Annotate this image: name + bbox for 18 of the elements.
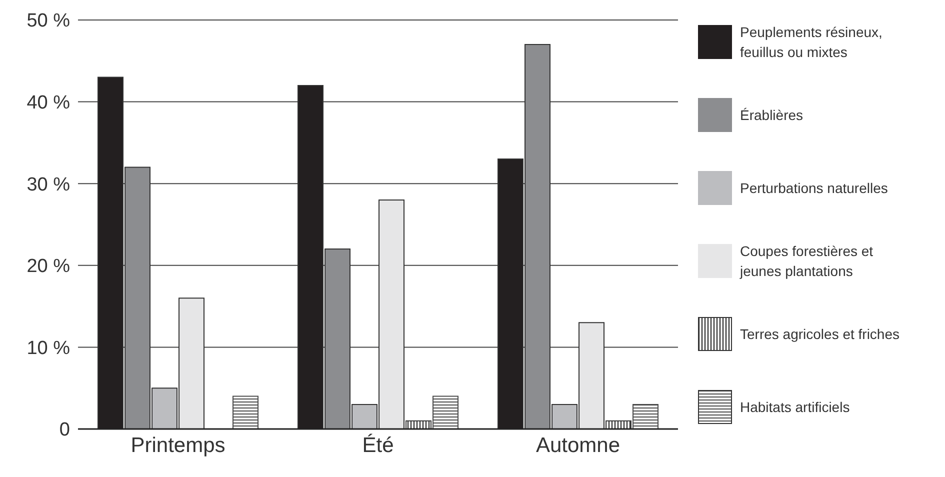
legend-label: Coupes forestières et jeunes plantations [740, 242, 874, 281]
bar [632, 404, 658, 429]
legend-label: Perturbations naturelles [740, 179, 889, 198]
legend-label: Terres agricoles et friches [740, 325, 901, 344]
x-tick-label: Automne [536, 434, 620, 457]
y-tick-label: 20 % [26, 256, 70, 278]
y-tick-label: 30 % [26, 174, 70, 196]
y-tick-label: 0 [59, 420, 70, 441]
x-tick-label: Printemps [130, 434, 226, 457]
legend-label: Habitats artificiels [740, 398, 851, 417]
bar [432, 396, 458, 429]
legend-label: Peuplements résineux, feuillus ou mixtes [740, 23, 884, 62]
y-tick-label: 40 % [26, 92, 70, 114]
legend-label: Érablières [740, 106, 804, 125]
bar [232, 396, 258, 429]
x-tick-label: Été [362, 432, 394, 457]
y-tick-label: 10 % [26, 338, 70, 359]
y-tick-label: 50 % [26, 10, 70, 32]
